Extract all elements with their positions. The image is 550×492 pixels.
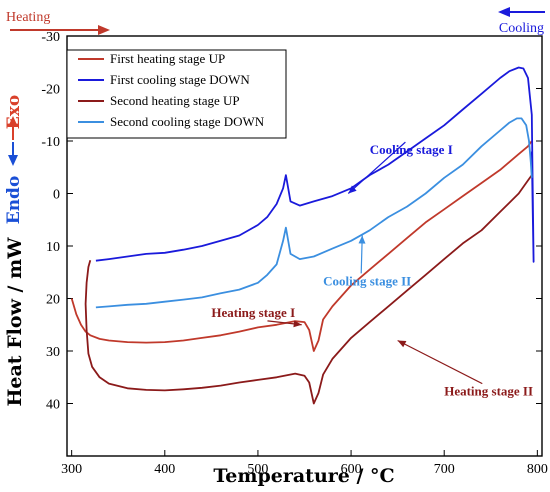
legend-label-first-heating: First heating stage UP bbox=[110, 51, 225, 66]
x-axis-title: Temperature / °C bbox=[213, 465, 394, 487]
y-tick-label: 10 bbox=[46, 240, 60, 255]
y-tick-label: -20 bbox=[41, 83, 60, 98]
x-tick-label: 300 bbox=[61, 462, 82, 477]
annotation-label: Heating stage II bbox=[444, 384, 533, 399]
annotation-label: Cooling stage I bbox=[370, 142, 453, 157]
legend-label-second-heating: Second heating stage UP bbox=[110, 93, 240, 108]
series-line-3 bbox=[84, 174, 533, 405]
axis-ticks: 300 400 500 600 700 800 -30 -20 -10 0 10 20 30 40 bbox=[41, 30, 548, 477]
annotation-arrowhead-icon bbox=[348, 185, 357, 194]
x-tick-label: 700 bbox=[434, 462, 455, 477]
endo-arrow-icon bbox=[8, 155, 18, 166]
legend-label-first-cooling: First cooling stage DOWN bbox=[110, 72, 250, 87]
annotation-label: Cooling stage II bbox=[323, 273, 411, 288]
legend: First heating stage UP First cooling sta… bbox=[66, 49, 287, 139]
annotations-layer: Cooling stage I Cooling stage II Heating s… bbox=[211, 141, 533, 399]
annotation-arrowhead-icon bbox=[293, 320, 302, 328]
annotation-arrowhead-icon bbox=[358, 235, 366, 244]
cooling-arrow-icon bbox=[498, 7, 510, 17]
annotation-arrow bbox=[397, 339, 483, 385]
x-tick-label: 400 bbox=[154, 462, 175, 477]
y-tick-label: -10 bbox=[41, 135, 60, 150]
annotation-arrow bbox=[347, 141, 406, 194]
cooling-corner-label: Cooling bbox=[499, 21, 544, 36]
series-line-2 bbox=[95, 66, 535, 263]
y-tick-label: -30 bbox=[41, 30, 60, 45]
y-axis-title: Heat Flow / mW bbox=[4, 237, 26, 407]
exo-label: Exo bbox=[4, 95, 24, 129]
y-tick-label: 20 bbox=[46, 293, 60, 308]
heating-corner-label: Heating bbox=[6, 10, 50, 25]
legend-label-second-cooling: Second cooling stage DOWN bbox=[110, 114, 265, 129]
annotation-label: Heating stage I bbox=[211, 305, 295, 320]
heating-arrow-icon bbox=[98, 25, 110, 35]
y-tick-label: 30 bbox=[46, 345, 60, 360]
series-layer bbox=[70, 66, 535, 405]
x-tick-label: 600 bbox=[341, 462, 362, 477]
x-tick-label: 500 bbox=[247, 462, 268, 477]
exo-arrow-icon bbox=[8, 116, 18, 127]
annotation-arrowhead-icon bbox=[397, 340, 407, 348]
endo-label: Endo bbox=[4, 176, 24, 225]
y-tick-label: 40 bbox=[46, 398, 60, 413]
legend-box bbox=[66, 49, 287, 139]
x-tick-label: 800 bbox=[527, 462, 548, 477]
series-line-1 bbox=[70, 140, 533, 352]
series-line-4 bbox=[95, 117, 533, 309]
y-tick-label: 0 bbox=[53, 188, 60, 203]
